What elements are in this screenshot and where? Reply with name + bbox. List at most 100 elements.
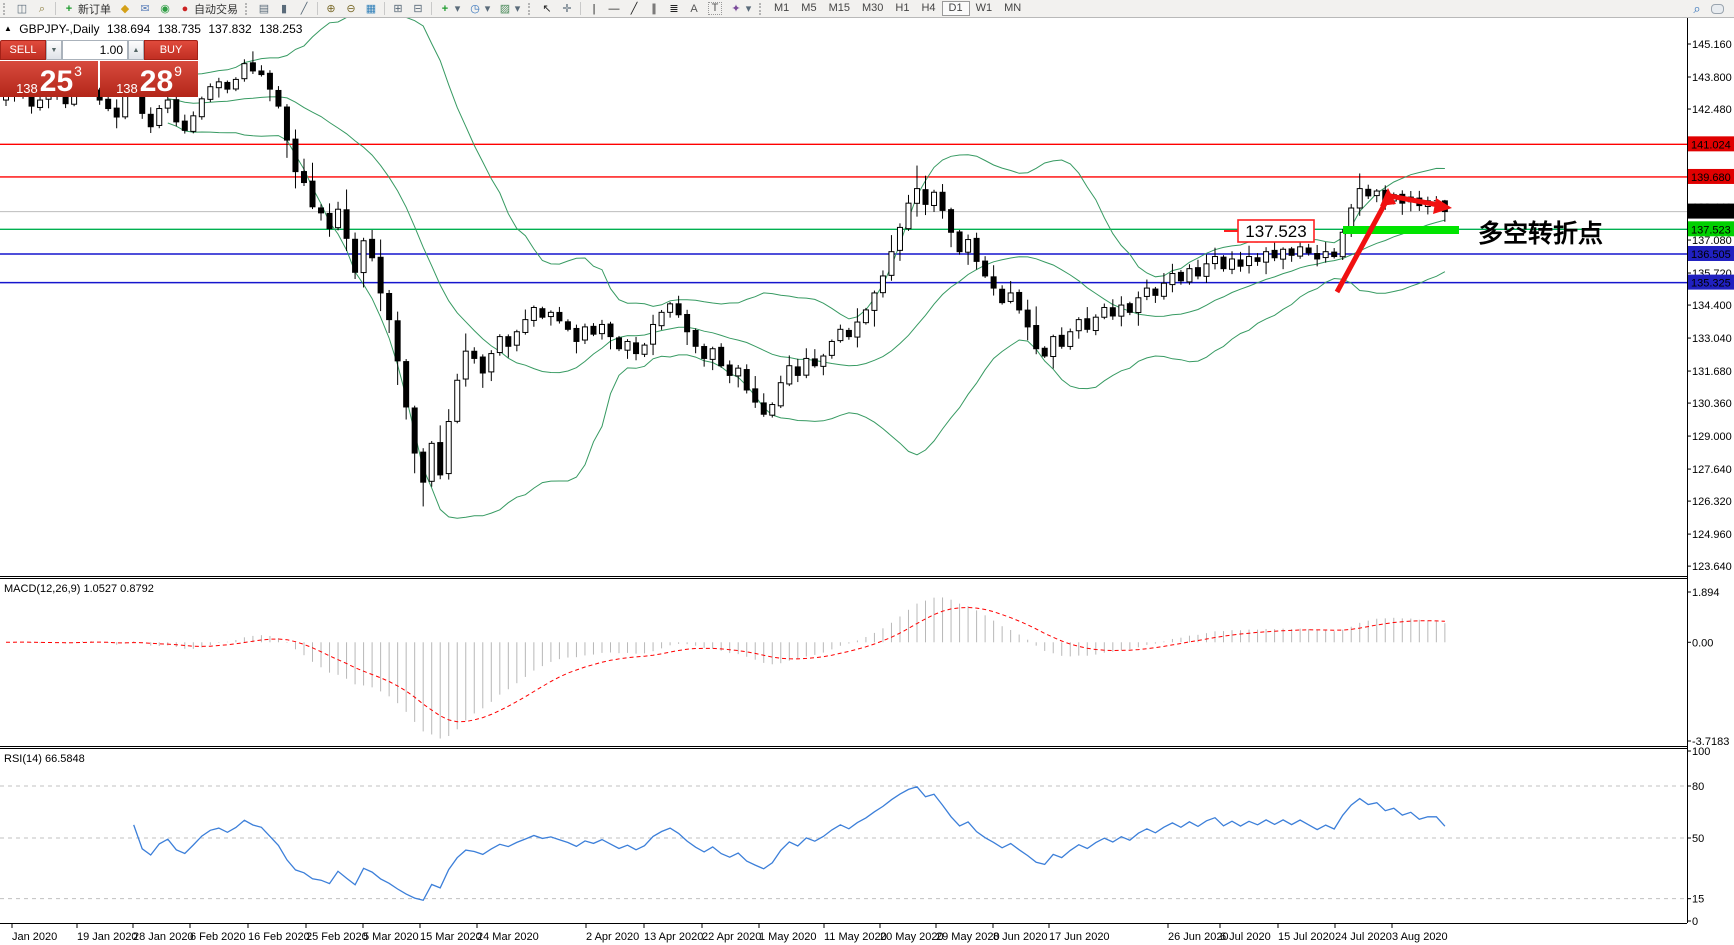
crosshair-button[interactable]: ✛	[557, 1, 577, 17]
x-axis-label: 24 Mar 2020	[477, 931, 539, 943]
rsi-axis-label: 0	[1692, 916, 1698, 928]
timeframe-m1[interactable]: M1	[774, 2, 790, 14]
volume-input[interactable]: 1.00	[62, 40, 128, 60]
indicators-add-icon: +	[441, 2, 449, 15]
vertical-line-icon: |	[592, 2, 596, 15]
auto-trading-icon: ●	[181, 2, 189, 15]
macd-axis-label: -3.7183	[1692, 736, 1729, 748]
search-button[interactable]: ⌕	[1687, 1, 1707, 17]
price-box-outline	[1237, 219, 1315, 243]
signals-button[interactable]: ◉	[155, 1, 175, 17]
timeframe-h4[interactable]: H4	[921, 2, 936, 14]
zoom-in-button[interactable]: ⊕	[321, 1, 341, 17]
zoom-out-button[interactable]: ⊖	[341, 1, 361, 17]
tile-windows-button[interactable]: ▦	[361, 1, 381, 17]
timeframe-mn[interactable]: MN	[1004, 2, 1022, 14]
bar-chart-button[interactable]: ▤	[254, 1, 274, 17]
y-axis-label: 123.640	[1692, 561, 1732, 573]
timeframe-m15[interactable]: M15	[828, 2, 850, 14]
y-axis-label: 127.640	[1692, 464, 1732, 476]
bar-chart-icon: ▤	[258, 2, 270, 15]
bar-low: 137.832	[208, 22, 252, 36]
timeframe-h1[interactable]: H1	[895, 2, 910, 14]
mail-button[interactable]: ✉	[135, 1, 155, 17]
y-axis-label: 130.360	[1692, 398, 1732, 410]
timeframe-m30[interactable]: M30	[861, 2, 884, 14]
bid-price-tile[interactable]: 138 25 3	[0, 61, 98, 97]
shapes-button[interactable]: ✦ ▾	[726, 1, 756, 17]
x-axis-label: 1 May 2020	[759, 931, 816, 943]
ask-price-tile[interactable]: 138 28 9	[100, 61, 198, 97]
bar-high: 138.735	[157, 22, 201, 36]
price-badge-label: 137.523	[1691, 224, 1731, 236]
vertical-line-button[interactable]: |	[584, 1, 604, 17]
symbol-marker: ▲	[4, 24, 12, 33]
trendline-button[interactable]: ╱	[624, 1, 644, 17]
fibonacci-button[interactable]: ≣	[664, 1, 684, 17]
price-badge-label: 135.325	[1691, 278, 1731, 290]
y-axis-label: 126.320	[1692, 496, 1732, 508]
bollinger-upper-band	[167, 9, 1445, 320]
x-axis-label: 6 Jul 2020	[1220, 931, 1271, 943]
bar-close: 138.253	[259, 22, 303, 36]
text-button[interactable]: A	[684, 1, 704, 17]
line-chart-button[interactable]: ╱	[294, 1, 314, 17]
cursor-button[interactable]: ↖	[537, 1, 557, 17]
x-axis-label: 15 Mar 2020	[420, 931, 482, 943]
rsi-axis-label: 80	[1692, 781, 1704, 793]
timeframe-w1[interactable]: W1	[975, 2, 993, 14]
price-box-label: 137.523	[1245, 222, 1306, 241]
y-axis-label: 133.040	[1692, 333, 1732, 345]
zone-annotation-label: 多空转折点	[1478, 219, 1603, 248]
timeframe-d1[interactable]: D1	[941, 1, 970, 16]
y-axis-label: 145.160	[1692, 39, 1732, 51]
cursor-icon: ↖	[542, 2, 552, 15]
candlestick-chart-button[interactable]: ▮	[274, 1, 294, 17]
templates-button[interactable]: ▨ ▾	[495, 1, 525, 17]
indicators-button[interactable]: + ▾	[435, 1, 465, 17]
rsi-axis-label: 50	[1692, 833, 1704, 845]
candlestick-series	[3, 51, 1448, 507]
rsi-axis-label: 15	[1692, 894, 1704, 906]
crosshair-icon: ✛	[562, 2, 572, 15]
bid-pips: 25	[39, 65, 74, 98]
x-axis-label: 29 May 2020	[936, 931, 1000, 943]
macd-signal-line	[5, 606, 1445, 723]
fibonacci-icon: ≣	[669, 2, 679, 15]
styles-bucket-icon: ◆	[120, 2, 130, 15]
symbol-ohlc-line: ▲ GBPJPY-,Daily 138.694 138.735 137.832 …	[4, 22, 306, 36]
new-chart-button[interactable]: ◫	[12, 1, 32, 17]
new-order-label: 新订单	[78, 3, 111, 16]
x-axis-label: Jan 2020	[12, 931, 57, 943]
timeframe-m5[interactable]: M5	[801, 2, 817, 14]
auto-trading-button[interactable]: ● 自动交易	[175, 1, 242, 17]
x-axis-label: 24 Jul 2020	[1335, 931, 1392, 943]
channel-button[interactable]: ∥	[644, 1, 664, 17]
volume-step-down[interactable]: ▼	[46, 40, 62, 60]
volume-step-up[interactable]: ▲	[128, 40, 144, 60]
x-axis-label: 13 Apr 2020	[644, 931, 703, 943]
chart-profiles-button[interactable]: ⌕	[32, 1, 52, 17]
ask-pipette: 9	[174, 63, 182, 79]
sell-button[interactable]: SELL	[0, 40, 46, 60]
periods-button[interactable]: ◷ ▾	[465, 1, 495, 17]
horizontal-line-button[interactable]: —	[604, 1, 624, 17]
arrange-shift-button[interactable]: ⊟	[408, 1, 428, 17]
text-label-button[interactable]: T	[704, 1, 726, 17]
styles-button[interactable]: ◆	[115, 1, 135, 17]
toolbar-grip	[3, 2, 9, 15]
new-chart-icon: ◫	[16, 2, 28, 15]
y-axis-label: 143.800	[1692, 72, 1732, 84]
y-axis-label: 131.680	[1692, 366, 1732, 378]
chat-button[interactable]	[1707, 1, 1728, 17]
buy-button[interactable]: BUY	[144, 40, 198, 60]
toolbar: ◫ ⌕ + 新订单 ◆ ✉ ◉ ● 自动交易 ▤ ▮ ╱ ⊕ ⊖ ▦ ⊞ ⊟ +…	[0, 0, 1734, 18]
signals-icon: ◉	[160, 2, 170, 15]
arrange-auto-icon: ⊞	[393, 2, 403, 15]
y-axis-label: 142.480	[1692, 104, 1732, 116]
arrange-auto-button[interactable]: ⊞	[388, 1, 408, 17]
new-order-button[interactable]: + 新订单	[59, 1, 115, 17]
y-axis-label: 124.960	[1692, 529, 1732, 541]
